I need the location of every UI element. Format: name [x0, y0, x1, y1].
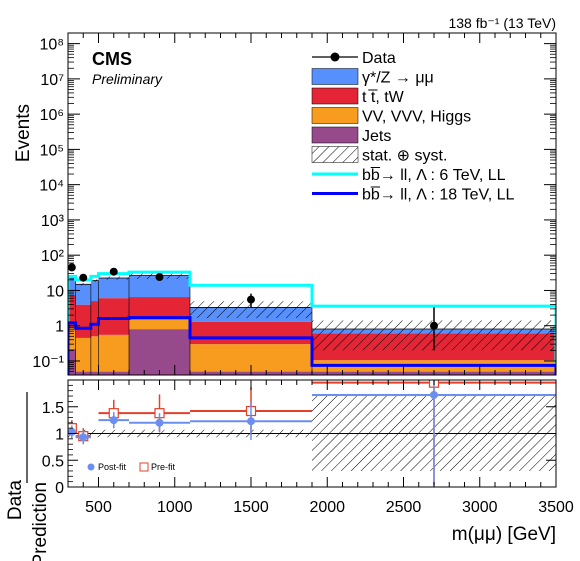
- uncertainty-hatch: [75, 283, 91, 286]
- data-point: [247, 295, 255, 304]
- legend-dy-label: γ*/Z → μμ: [362, 70, 434, 87]
- bar-t-t-tw: [190, 321, 312, 345]
- postfit-point: [109, 416, 118, 425]
- legend-dy-swatch: [311, 68, 359, 85]
- uncertainty-hatch: [190, 301, 312, 319]
- prefit-legend-marker: [139, 462, 149, 472]
- bar-t-t-tw: [98, 298, 129, 335]
- legend-vv-swatch: [311, 107, 359, 124]
- legend-tt-label: t t̅, tW: [362, 89, 405, 106]
- data-point: [430, 321, 438, 330]
- bar-t-t-tw: [129, 297, 190, 320]
- bar-vv-vvv-higgs: [68, 326, 76, 349]
- legend-vv-label: VV, VVV, Higgs: [362, 109, 471, 126]
- bar--z-: [98, 277, 129, 299]
- postfit-legend-label: Post-fit: [98, 462, 127, 472]
- top-x-ticks: [67, 33, 557, 375]
- ratio-uncertainty-band: [68, 396, 556, 471]
- bar-vv-vvv-higgs: [129, 319, 190, 330]
- legend-tt-swatch: [311, 87, 359, 105]
- x-tick-label: 1000: [157, 499, 193, 516]
- uncertainty-hatch: [90, 279, 99, 282]
- bar-jets: [129, 329, 190, 375]
- cms-label: CMS: [92, 49, 132, 69]
- uncertainty-hatch: [68, 276, 76, 280]
- preliminary-label: Preliminary: [92, 71, 163, 87]
- postfit-point: [155, 418, 164, 427]
- y-tick-label: 10³: [41, 213, 65, 230]
- data-point: [67, 263, 76, 272]
- legend-jets-label: Jets: [362, 128, 391, 145]
- ratio-y-tick-label: 1: [55, 427, 64, 444]
- bar-jets: [90, 371, 99, 375]
- top-y-axis-title: Events: [13, 104, 34, 162]
- ratio-y-tick-label: 0.5: [42, 453, 64, 470]
- bar-vv-vvv-higgs: [75, 337, 91, 372]
- legend-data-label: Data: [362, 50, 396, 67]
- bar-vv-vvv-higgs: [90, 336, 99, 372]
- bar-vv-vvv-higgs: [98, 334, 129, 372]
- x-tick-label: 2500: [386, 499, 422, 516]
- ratio-y-title-bottom: Prediction: [30, 482, 51, 561]
- uncertainty-hatch: [98, 276, 129, 280]
- prefit-legend-label: Pre-fit: [151, 462, 176, 472]
- bar--z-: [75, 284, 91, 305]
- y-tick-label: 10⁴: [39, 178, 64, 195]
- x-tick-label: 1500: [233, 499, 269, 516]
- y-tick-label: 10⁶: [40, 107, 64, 124]
- data-point: [155, 273, 164, 282]
- legend-unc-swatch: [311, 146, 359, 163]
- bar-t-t-tw: [68, 295, 76, 327]
- bar-t-t-tw: [90, 301, 99, 337]
- bar--z-: [68, 278, 76, 296]
- y-tick-label: 10: [46, 283, 64, 300]
- legend-data-marker: [330, 52, 340, 62]
- postfit-legend-marker: [87, 463, 95, 471]
- legend-jets-swatch: [311, 126, 359, 144]
- x-axis: 500 1000 1500 2000 2500 3000 3500: [67, 380, 574, 516]
- y-tick-label: 1: [55, 319, 64, 336]
- x-axis-title: m(μμ) [GeV]: [452, 524, 556, 545]
- lumi-label: 138 fb⁻¹ (13 TeV): [448, 15, 556, 31]
- legend-sig6-label: bb̅→ ll, Λ : 6 TeV, LL: [362, 166, 506, 184]
- ratio-y-tick-label: 0: [55, 480, 64, 497]
- postfit-point: [247, 417, 255, 426]
- y-tick-label: 10⁻¹: [32, 354, 64, 371]
- y-tick-label: 10²: [41, 248, 65, 265]
- bar--z-: [90, 280, 99, 302]
- y-tick-label: 10⁷: [40, 72, 64, 89]
- y-tick-label: 10⁸: [39, 37, 64, 54]
- bar-t-t-tw: [75, 304, 91, 338]
- legend-unc-label: stat. ⊕ syst.: [362, 148, 447, 165]
- ratio-y-tick-label: 1.5: [42, 400, 64, 417]
- ratio-y-title-top: Data: [5, 480, 26, 521]
- x-tick-label: 2000: [309, 499, 345, 516]
- x-tick-label: 3500: [538, 499, 574, 516]
- legend: Data γ*/Z → μμ t t̅, tW VV, VVV, Higgs Jets s…: [311, 50, 515, 204]
- data-point: [79, 273, 88, 282]
- x-tick-label: 3000: [462, 499, 498, 516]
- x-tick-label: 500: [85, 499, 112, 516]
- bar-jets: [68, 348, 76, 375]
- legend-sig18-label: bb̅→ ll, Λ : 18 TeV, LL: [362, 186, 515, 204]
- y-tick-label: 10⁵: [40, 142, 64, 159]
- postfit-point: [68, 427, 76, 436]
- data-point: [109, 267, 118, 276]
- bottom-y-axis: 0 0.5 1 1.5: [42, 384, 556, 497]
- bar--z-: [129, 275, 190, 298]
- top-y-axis: 10⁻¹ 1 10 10² 10³ 10⁴ 10⁵ 10⁶ 10⁷ 10⁸: [32, 32, 556, 376]
- postfit-point: [79, 433, 88, 442]
- postfit-point: [430, 390, 438, 399]
